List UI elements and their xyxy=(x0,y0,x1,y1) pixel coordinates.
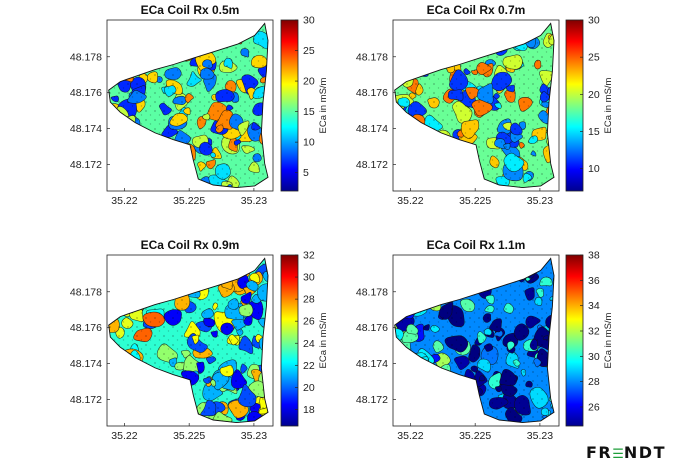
colorbar-tick-label: 20 xyxy=(303,76,315,88)
y-tick-label: 48.176 xyxy=(356,322,388,334)
colorbar-tick-label: 32 xyxy=(303,250,315,262)
x-tick-label: 35.225 xyxy=(173,430,205,442)
x-tick-label: 35.23 xyxy=(241,195,267,207)
colorbar-tick-label: 30 xyxy=(303,272,315,284)
x-tick-label: 35.225 xyxy=(173,195,205,207)
y-tick-label: 48.174 xyxy=(356,123,388,135)
y-tick-label: 48.172 xyxy=(356,394,388,406)
colorbar-tick-label: 26 xyxy=(588,402,600,414)
colorbar-tick-label: 15 xyxy=(588,126,600,138)
colorbar-tick-label: 28 xyxy=(588,376,600,388)
colorbar-tick-label: 36 xyxy=(588,275,600,287)
x-tick-label: 35.225 xyxy=(459,430,491,442)
y-tick-label: 48.178 xyxy=(70,286,102,298)
colorbar-label: ECa in mS/m xyxy=(603,77,614,133)
x-tick-label: 35.22 xyxy=(111,195,137,207)
colorbar-tick-label: 32 xyxy=(588,326,600,338)
x-tick-label: 35.22 xyxy=(397,430,423,442)
panel-title: ECa Coil Rx 0.7m xyxy=(427,3,526,17)
x-tick-label: 35.23 xyxy=(527,430,553,442)
y-tick-label: 48.172 xyxy=(70,159,102,171)
colorbar-label: ECa in mS/m xyxy=(318,77,329,133)
y-tick-label: 48.172 xyxy=(356,159,388,171)
panel-title: ECa Coil Rx 1.1m xyxy=(427,238,526,252)
y-tick-label: 48.174 xyxy=(70,358,102,370)
colorbar-tick-label: 15 xyxy=(303,106,315,118)
colorbar xyxy=(565,19,584,192)
field-boundary xyxy=(108,257,269,424)
colorbar-tick-label: 26 xyxy=(303,316,315,328)
colorbar-tick-label: 10 xyxy=(303,137,315,149)
colorbar-tick-label: 22 xyxy=(303,360,315,372)
colorbar-tick-label: 30 xyxy=(303,15,315,27)
colorbar-tick-label: 10 xyxy=(588,163,600,175)
colorbar-tick-label: 20 xyxy=(588,89,600,101)
y-tick-label: 48.178 xyxy=(356,51,388,63)
colorbar xyxy=(565,254,584,427)
colorbar-tick-label: 24 xyxy=(303,338,315,350)
y-tick-label: 48.174 xyxy=(356,358,388,370)
colorbar-tick-label: 25 xyxy=(588,52,600,64)
x-tick-label: 35.22 xyxy=(397,195,423,207)
field-boundary xyxy=(394,257,555,424)
colorbar xyxy=(280,19,299,192)
colorbar-label: ECa in mS/m xyxy=(318,312,329,368)
colorbar-tick-label: 30 xyxy=(588,351,600,363)
colorbar-tick-label: 34 xyxy=(588,300,600,312)
colorbar-tick-label: 5 xyxy=(303,167,309,179)
colorbar-tick-label: 20 xyxy=(303,382,315,394)
y-tick-label: 48.176 xyxy=(70,87,102,99)
colorbar-label: ECa in mS/m xyxy=(603,312,614,368)
colorbar-tick-label: 18 xyxy=(303,404,315,416)
field-boundary xyxy=(108,22,269,189)
colorbar xyxy=(280,254,299,427)
y-tick-label: 48.174 xyxy=(70,123,102,135)
y-tick-label: 48.178 xyxy=(356,286,388,298)
colorbar-tick-label: 38 xyxy=(588,250,600,262)
logo-mark-icon: ☰ xyxy=(612,447,624,462)
panel-title: ECa Coil Rx 0.9m xyxy=(141,238,240,252)
y-tick-label: 48.176 xyxy=(70,322,102,334)
colorbar-tick-label: 30 xyxy=(588,15,600,27)
colorbar-tick-label: 25 xyxy=(303,45,315,57)
x-tick-label: 35.22 xyxy=(111,430,137,442)
panel-title: ECa Coil Rx 0.5m xyxy=(141,3,240,17)
x-tick-label: 35.225 xyxy=(459,195,491,207)
y-tick-label: 48.178 xyxy=(70,51,102,63)
colorbar-tick-label: 28 xyxy=(303,294,315,306)
y-tick-label: 48.172 xyxy=(70,394,102,406)
x-tick-label: 35.23 xyxy=(241,430,267,442)
x-tick-label: 35.23 xyxy=(527,195,553,207)
frendt-logo: FR☰NDT xyxy=(586,443,666,463)
y-tick-label: 48.176 xyxy=(356,87,388,99)
field-boundary xyxy=(394,22,555,189)
